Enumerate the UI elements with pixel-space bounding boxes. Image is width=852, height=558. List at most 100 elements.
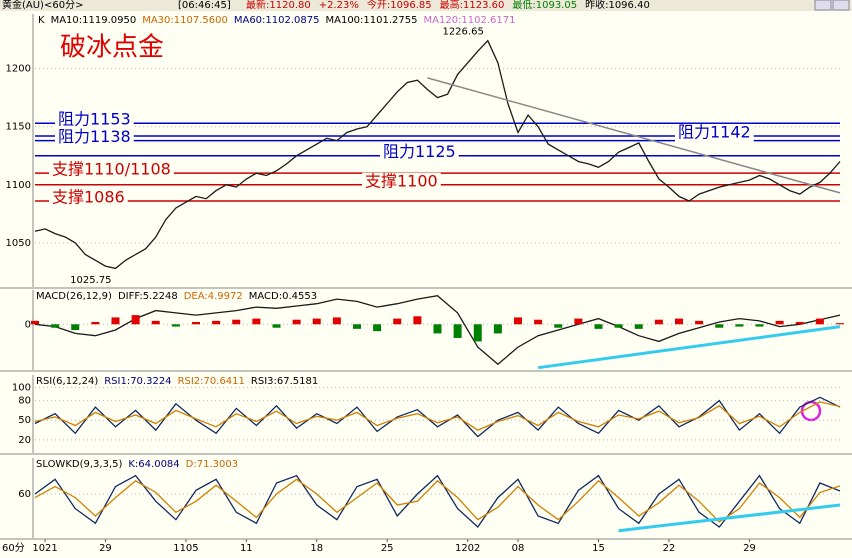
header-field: 最低:1093.05 [512,0,577,11]
series-line [34,396,841,438]
indicator-label: MA10:1119.0950 [51,15,137,26]
level-label: 支撑1086 [52,188,125,207]
price-annotation: 1025.75 [70,275,111,286]
y-tick-label: 60 [18,489,31,500]
series-line [34,474,841,528]
x-tick-label: 15 [592,543,605,554]
indicator-label: MA100:1101.2755 [325,15,417,26]
level-label-bg [55,128,134,147]
level-label-bg [55,111,134,130]
macd-bar [31,320,39,325]
macd-bar [715,324,724,328]
header-bar [0,0,852,11]
x-tick-label: 29 [99,543,112,554]
indicator-label: DEA:4.9972 [184,291,243,302]
macd-bar [171,324,180,327]
macd-bar [332,317,341,325]
series-line [34,478,841,523]
period-label: 60分 [2,542,25,554]
macd-bar [433,324,442,334]
level-label-bg [675,123,754,142]
macd-bar [594,324,603,329]
macd-bar [614,324,623,328]
macd-bar [755,324,764,327]
y-tick-label: 0 [25,319,31,330]
x-tick-label: 1105 [173,543,198,554]
level-label: 阻力1125 [383,142,456,161]
level-label: 支撑1100 [365,171,438,190]
macd-bar [695,320,704,325]
macd-bar [51,324,60,328]
time: [06:46:45] [178,0,231,11]
macd-bar [91,322,100,325]
trend-line [537,325,841,370]
series-line [34,295,841,366]
macd-bar [554,324,563,328]
macd-bar [473,324,482,342]
nav-right[interactable] [832,0,850,11]
macd-bar [232,319,241,325]
series-line [34,39,841,270]
indicator-label: MA30:1107.5600 [142,15,228,26]
macd-bar [815,318,824,325]
header-field: +2.23% [319,0,359,11]
indicator-label: MACD:0.4553 [249,291,317,302]
macd-bar [131,315,140,325]
indicator-label: RSI2:70.6411 [178,376,245,387]
level-label-bg [380,143,459,162]
level-label: 阻力1142 [678,122,751,141]
macd-bar [534,319,543,325]
macd-bar [654,319,663,325]
macd-bar [413,316,422,325]
trend-line [618,503,841,533]
x-tick-label: 11 [240,543,253,554]
x-tick-label: 22 [663,543,676,554]
macd-bar [272,324,281,328]
macd-bar [151,320,160,325]
header-field: 最高:1123.60 [440,0,505,11]
macd-bar [836,323,844,325]
panel-title: SLOWKD(9,3,3,5) [36,459,122,470]
panel-title: RSI(6,12,24) [36,376,98,387]
y-tick-label: 1100 [6,180,31,191]
nav-left[interactable] [814,0,832,11]
x-tick-label: 29 [743,543,756,554]
macd-bar [292,319,301,325]
macd-bar [312,318,321,325]
macd-bar [192,322,200,325]
macd-bar [675,318,683,325]
macd-bar [574,318,583,325]
indicator-label: K:64.0084 [128,459,179,470]
indicator-label: DIFF:5.2248 [118,291,178,302]
indicator-label: K [38,15,45,26]
y-tick-label: 80 [18,396,31,407]
indicator-label: D:71.3003 [186,459,238,470]
macd-bar [735,324,744,327]
x-tick-label: 1202 [455,543,480,554]
macd-bar [373,324,382,332]
level-label-bg [49,189,128,208]
header-field: 今开:1096.85 [367,0,432,11]
y-tick-label: 1050 [6,238,31,249]
y-tick-label: 20 [18,435,31,446]
level-label: 阻力1153 [58,110,131,129]
indicator-label: MA60:1102.0875 [234,15,320,26]
symbol: 黄金(AU)<60分> [2,0,83,11]
level-label: 支撑1110/1108 [52,160,171,179]
macd-bar [453,324,462,338]
level-label: 阻力1138 [58,127,131,146]
panel-title: MACD(26,12,9) [36,291,112,302]
macd-bar [393,318,402,325]
chart-title: 破冰点金 [60,33,164,63]
header-field: 最新:1120.80 [246,0,311,11]
macd-bar [353,324,361,329]
y-tick-label: 1200 [6,64,31,75]
macd-bar [252,318,261,325]
price-annotation: 1226.65 [442,27,483,38]
header-field: 昨收:1096.40 [585,0,650,11]
macd-bar [795,322,804,325]
x-tick-label: 25 [381,543,394,554]
macd-bar [493,324,502,334]
